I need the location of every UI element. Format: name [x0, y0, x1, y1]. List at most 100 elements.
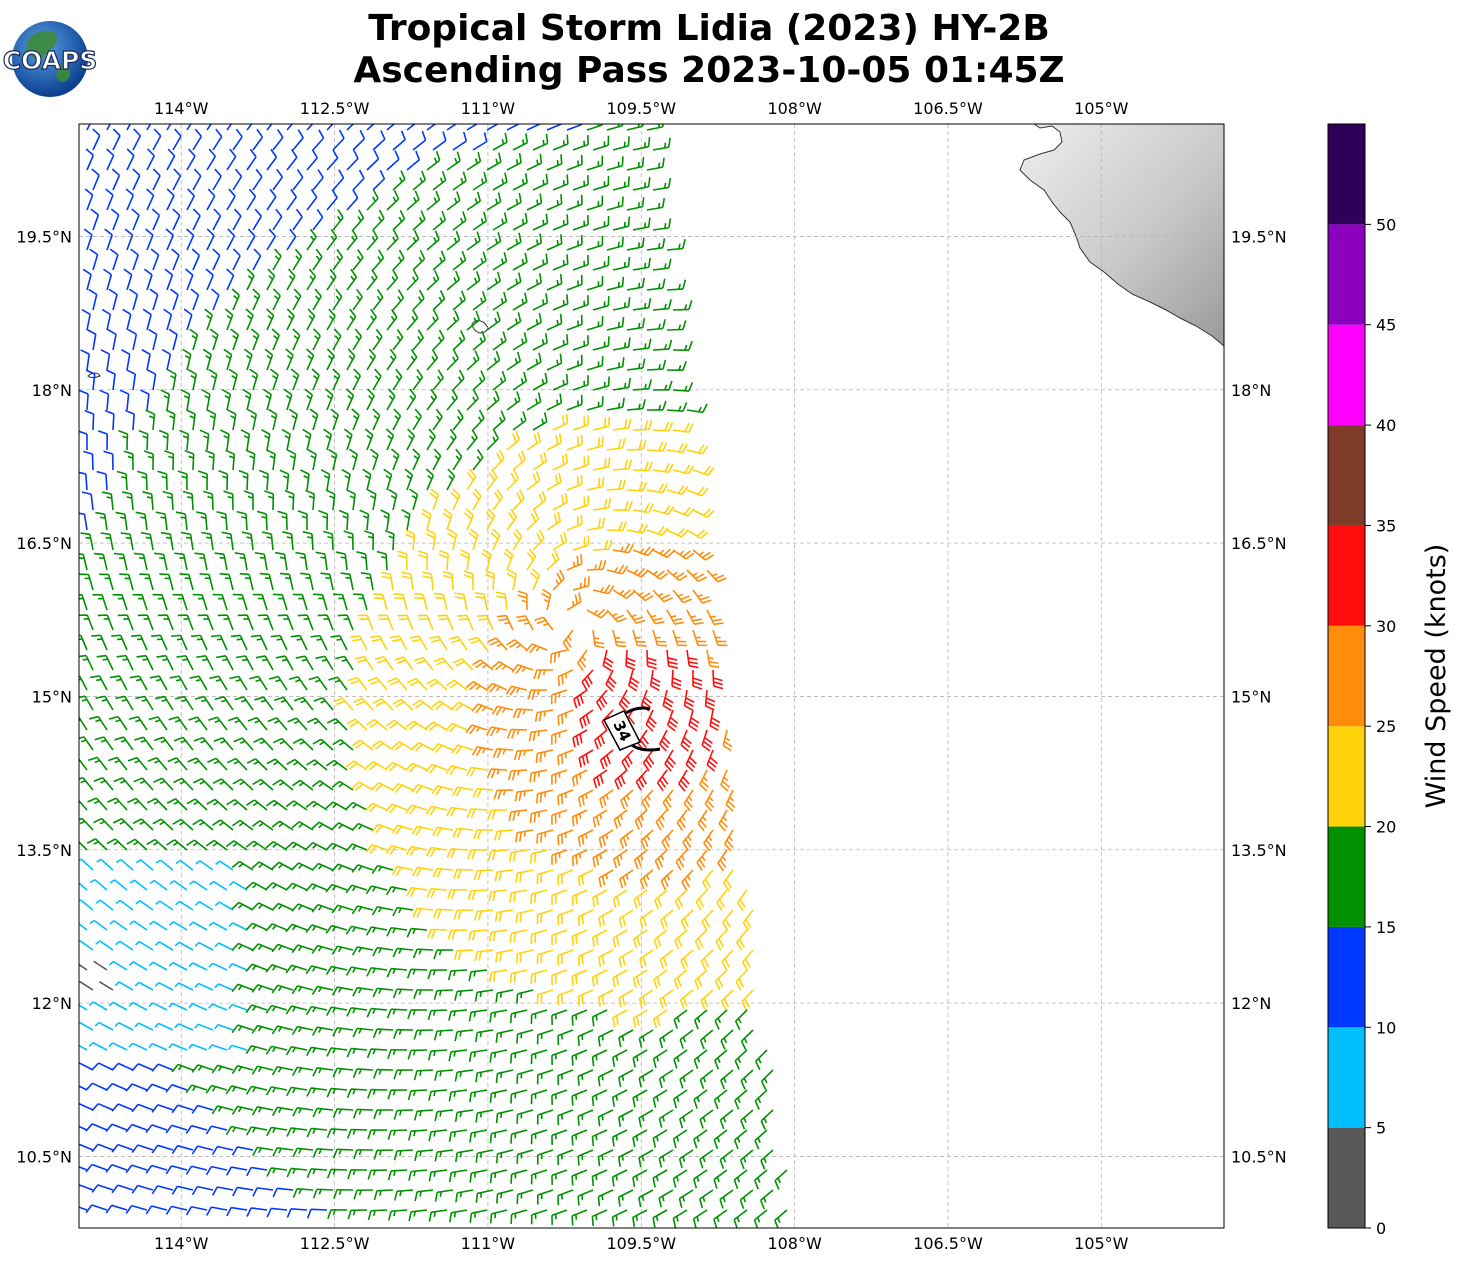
wind-barb-shaft — [232, 334, 240, 351]
wind-barb — [573, 689, 588, 709]
wind-barb-feather — [183, 308, 193, 316]
wind-barb-shaft — [652, 469, 669, 474]
wind-barb-shaft — [232, 215, 242, 231]
wind-barb-feather — [580, 514, 583, 525]
wind-barb — [183, 308, 193, 331]
wind-barb-feather — [405, 720, 415, 728]
wind-barb-feather — [267, 268, 276, 277]
wind-barb-shaft — [372, 415, 381, 431]
wind-barb-feather — [239, 740, 246, 744]
wind-barb-feather — [370, 635, 380, 639]
wind-barb — [468, 528, 479, 551]
wind-barb-feather — [416, 111, 419, 120]
wind-barb-shaft — [186, 433, 190, 451]
wind-barb — [268, 408, 278, 431]
wind-barb-feather — [201, 388, 211, 395]
wind-barb-feather — [459, 257, 464, 263]
wind-barb — [135, 695, 154, 711]
wind-barb — [468, 636, 488, 651]
wind-barb-feather — [571, 816, 575, 827]
wind-barb — [126, 838, 148, 851]
wind-barb-feather — [625, 834, 630, 841]
wind-barb-feather — [706, 510, 715, 518]
wind-barb — [246, 268, 255, 291]
wind-barb-feather — [281, 428, 291, 436]
wind-barb — [412, 368, 424, 391]
wind-barb-shaft — [672, 429, 689, 433]
wind-barb-feather — [394, 415, 400, 420]
wind-barb-feather — [515, 198, 519, 205]
wind-barb-feather — [535, 358, 539, 365]
wind-barb — [230, 634, 248, 651]
wind-barb-shaft — [226, 434, 230, 451]
wind-barb — [311, 821, 334, 831]
wind-barb-shaft — [426, 159, 441, 171]
wind-barb-feather — [456, 828, 462, 838]
wind-barb-shaft — [286, 124, 294, 131]
wind-barb-feather — [409, 395, 415, 401]
wind-barb-feather — [581, 914, 584, 925]
wind-barb — [451, 744, 474, 755]
wind-barb-feather — [603, 660, 613, 668]
wind-barb-feather — [339, 741, 345, 746]
wind-barb-feather — [259, 740, 266, 745]
wind-barb — [212, 248, 221, 271]
wind-barb-shaft — [106, 393, 110, 411]
wind-barb-feather — [421, 512, 431, 520]
wind-barb — [187, 757, 208, 771]
wind-barb-feather — [494, 831, 498, 841]
wind-barb-feather — [465, 680, 474, 689]
wind-barb-feather — [475, 704, 483, 714]
wind-barb-shaft — [346, 316, 357, 331]
wind-barb-feather — [312, 843, 317, 849]
wind-barb — [152, 128, 162, 151]
wind-barb — [406, 428, 415, 451]
wind-barb-feather — [537, 669, 542, 680]
wind-barb-feather — [389, 635, 400, 639]
wind-barb-shaft — [512, 574, 517, 591]
wind-barb — [277, 614, 294, 631]
wind-barb-feather — [99, 389, 109, 395]
wind-barb-feather — [391, 638, 402, 642]
wind-barb-feather — [701, 744, 711, 752]
wind-barb-feather — [176, 654, 186, 658]
wind-barb-feather — [644, 420, 649, 430]
wind-barb-shaft — [361, 697, 374, 711]
wind-barb-feather — [331, 189, 338, 199]
wind-barb-shaft — [452, 180, 467, 191]
wind-barb-feather — [367, 535, 374, 539]
wind-barb-shaft — [136, 757, 148, 771]
wind-barb-shaft — [312, 454, 317, 471]
wind-barb-feather — [174, 695, 185, 700]
wind-barb — [132, 168, 141, 191]
wind-barb-feather — [310, 634, 321, 638]
wind-barb — [572, 729, 588, 748]
wind-barb-feather — [687, 760, 696, 768]
wind-barb-feather — [330, 408, 339, 416]
wind-barb-feather — [517, 590, 528, 595]
wind-barb — [127, 756, 148, 771]
wind-barb — [373, 593, 388, 611]
wind-barb-shaft — [319, 635, 328, 651]
wind-barb-shaft — [346, 197, 359, 211]
wind-barb-shaft — [626, 448, 644, 451]
wind-barb — [335, 551, 348, 571]
wind-barb-feather — [496, 643, 503, 647]
wind-barb — [279, 572, 294, 591]
wind-barb — [255, 655, 274, 671]
wind-barb — [366, 269, 378, 291]
wind-barb-shaft — [169, 534, 174, 551]
wind-barb-feather — [656, 570, 665, 578]
wind-barb-feather — [681, 486, 689, 495]
wind-barb-feather — [593, 637, 600, 640]
wind-barb-feather — [360, 556, 367, 559]
wind-barb-shaft — [106, 314, 112, 331]
wind-barb-feather — [581, 681, 588, 691]
wind-barb-feather — [389, 722, 398, 729]
wind-barb — [119, 573, 134, 591]
wind-barb-feather — [394, 656, 404, 661]
wind-barb-feather — [497, 830, 502, 841]
wind-barb-feather — [659, 743, 667, 752]
wind-barb — [692, 508, 715, 518]
wind-barb-feather — [269, 368, 279, 376]
